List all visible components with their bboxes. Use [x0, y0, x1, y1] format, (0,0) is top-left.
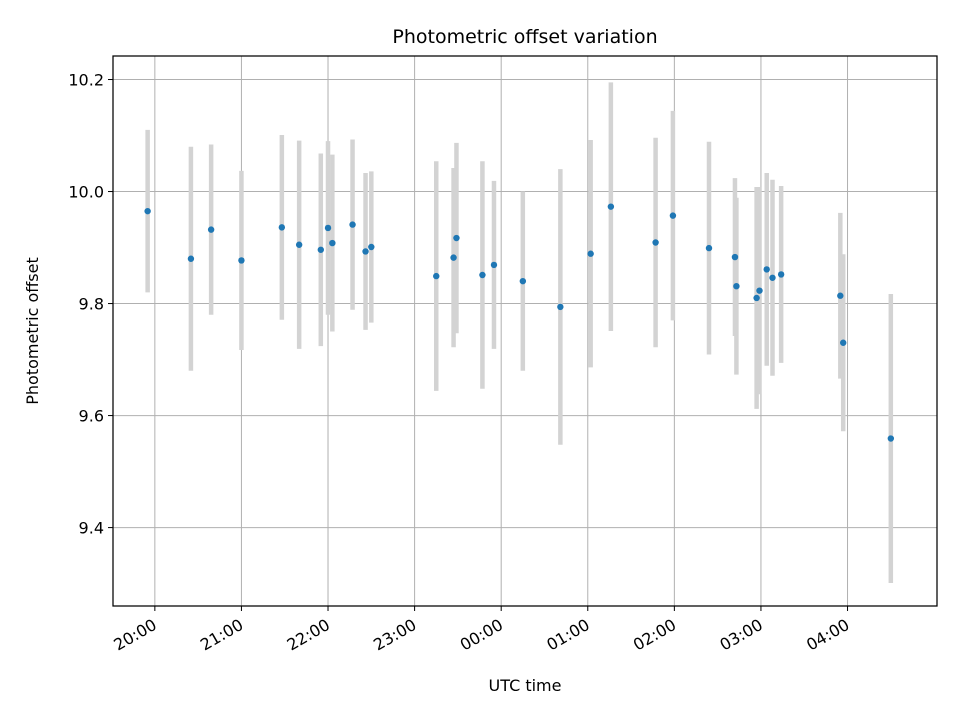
- data-point: [329, 239, 336, 247]
- data-point: [519, 277, 527, 285]
- data-point: [295, 241, 303, 248]
- data-point: [490, 261, 498, 269]
- data-point: [769, 274, 776, 281]
- data-point: [317, 246, 325, 253]
- data-point: [587, 250, 594, 257]
- data-point: [887, 435, 895, 442]
- y-tick-label: 9.6: [79, 407, 104, 426]
- plot-frame: [112, 55, 938, 607]
- x-axis-label: UTC time: [489, 676, 562, 695]
- data-point: [453, 234, 460, 242]
- data-point: [450, 254, 457, 261]
- data-point: [433, 272, 440, 280]
- data-point: [324, 224, 332, 232]
- data-point: [557, 303, 564, 311]
- data-point: [368, 243, 375, 251]
- data-point: [731, 253, 739, 261]
- data-point: [479, 271, 486, 279]
- data-point: [756, 287, 763, 294]
- y-tick-label: 9.4: [79, 519, 104, 538]
- data-point: [207, 226, 215, 233]
- y-axis-ticks: 9.4 9.6 9.8 10.0 10.2: [68, 71, 113, 538]
- chart-title: Photometric offset variation: [392, 26, 657, 48]
- data-point: [349, 221, 356, 228]
- data-point: [278, 224, 286, 231]
- y-tick-label: 10.2: [68, 71, 104, 90]
- y-tick-label: 9.8: [79, 295, 104, 314]
- y-axis-label: Photometric offset: [23, 257, 42, 405]
- data-point: [187, 255, 195, 262]
- data-points: [144, 203, 895, 442]
- data-point: [705, 244, 713, 252]
- data-point: [607, 203, 615, 210]
- y-tick-label: 10.0: [68, 183, 104, 202]
- data-point: [144, 207, 151, 215]
- data-point: [238, 257, 245, 264]
- data-point: [753, 294, 760, 302]
- data-point: [777, 271, 785, 278]
- data-point: [362, 248, 369, 255]
- data-point: [669, 212, 677, 219]
- data-point: [763, 266, 770, 273]
- data-point: [837, 292, 844, 299]
- data-point: [839, 339, 847, 346]
- data-point: [733, 282, 740, 290]
- data-point: [652, 239, 659, 246]
